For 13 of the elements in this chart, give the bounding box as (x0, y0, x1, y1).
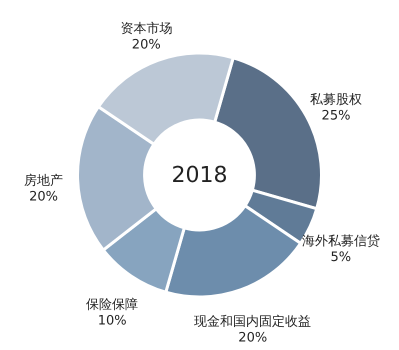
data-label: 25% (322, 108, 350, 124)
data-label: 20% (29, 189, 58, 204)
slice-label: 资本市场 (120, 21, 172, 36)
slice-label: 海外私募信贷 (302, 234, 380, 250)
data-label: 5% (330, 250, 352, 266)
data-label: 20% (132, 37, 161, 52)
slice-label: 房地产 (24, 172, 64, 188)
slice-label: 保险保障 (86, 297, 138, 312)
slice-label: 现金和国内固定收益 (194, 314, 312, 330)
text: 2018 (172, 163, 228, 188)
data-label: 20% (238, 330, 268, 346)
data-label: 10% (98, 313, 127, 328)
slice-label: 私募股权 (310, 92, 362, 108)
